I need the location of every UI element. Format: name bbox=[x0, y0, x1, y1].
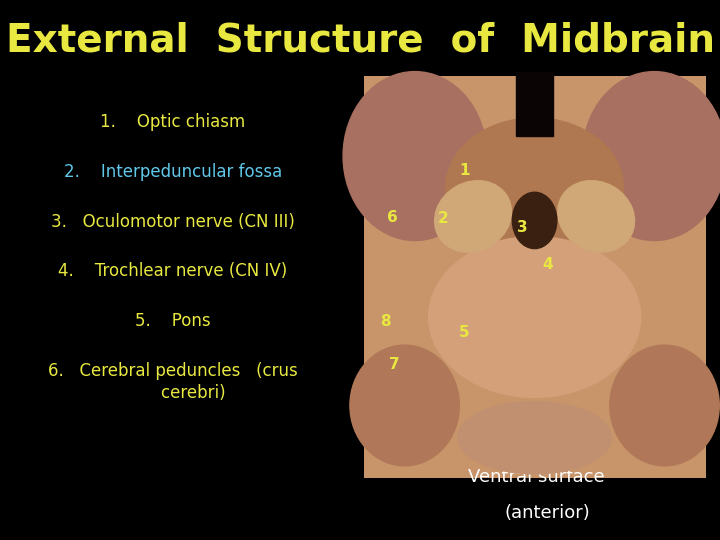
Text: External  Structure  of  Midbrain: External Structure of Midbrain bbox=[6, 22, 714, 59]
Text: 4.    Trochlear nerve (CN IV): 4. Trochlear nerve (CN IV) bbox=[58, 262, 287, 280]
Ellipse shape bbox=[446, 118, 624, 259]
Bar bbox=[364, 76, 706, 478]
Text: 6: 6 bbox=[387, 210, 397, 225]
Ellipse shape bbox=[610, 345, 719, 466]
Text: 5.    Pons: 5. Pons bbox=[135, 312, 211, 330]
Text: 1: 1 bbox=[459, 163, 469, 178]
Ellipse shape bbox=[582, 72, 720, 240]
Text: 8: 8 bbox=[380, 314, 390, 329]
Ellipse shape bbox=[513, 192, 557, 248]
Bar bbox=[516, 72, 554, 136]
Ellipse shape bbox=[558, 181, 634, 252]
Text: 1.    Optic chiasm: 1. Optic chiasm bbox=[100, 113, 246, 131]
Text: 2: 2 bbox=[438, 211, 448, 226]
Text: 4: 4 bbox=[542, 257, 552, 272]
Ellipse shape bbox=[428, 237, 641, 397]
Ellipse shape bbox=[350, 345, 459, 466]
Text: Ventral surface: Ventral surface bbox=[468, 468, 605, 486]
Text: 2.    Interpeduncular fossa: 2. Interpeduncular fossa bbox=[63, 163, 282, 181]
Ellipse shape bbox=[435, 181, 511, 252]
Text: 5: 5 bbox=[459, 325, 469, 340]
Ellipse shape bbox=[458, 401, 611, 474]
Text: 3.   Oculomotor nerve (CN III): 3. Oculomotor nerve (CN III) bbox=[51, 213, 294, 231]
Ellipse shape bbox=[343, 72, 487, 240]
Text: 3: 3 bbox=[517, 220, 527, 235]
Text: (anterior): (anterior) bbox=[504, 504, 590, 522]
Text: 7: 7 bbox=[390, 357, 400, 372]
Text: 6.   Cerebral peduncles   (crus
        cerebri): 6. Cerebral peduncles (crus cerebri) bbox=[48, 362, 297, 402]
